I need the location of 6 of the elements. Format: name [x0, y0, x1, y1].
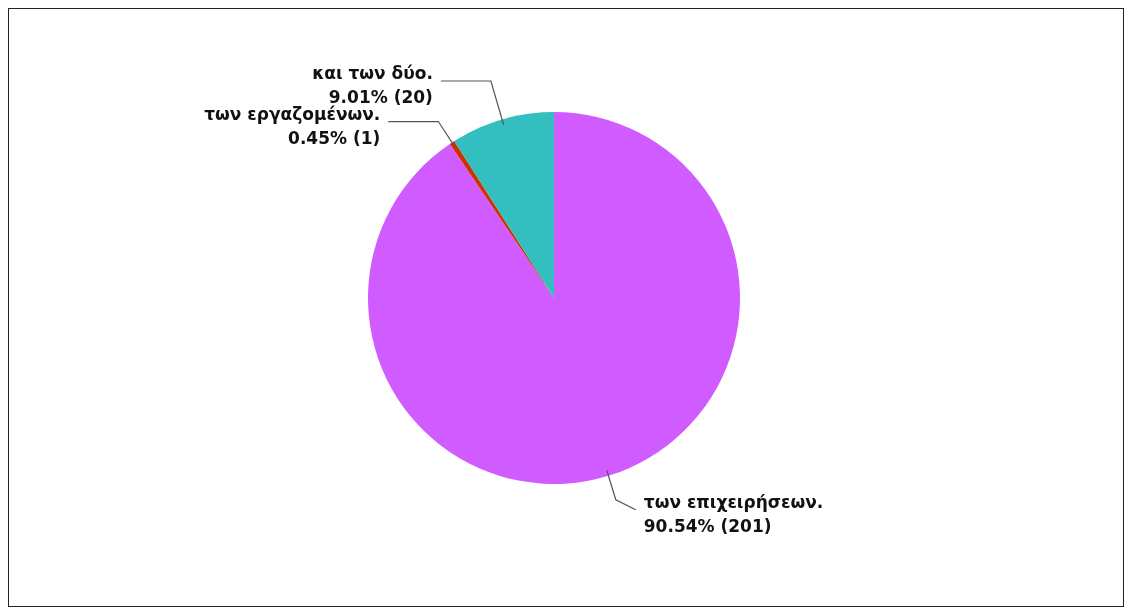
slice-label: και των δύο.: [312, 62, 433, 83]
slice-label: των επιχειρήσεων.: [643, 491, 824, 512]
data-label: 90.54% (201): [643, 515, 772, 536]
pie-slice: [454, 112, 554, 298]
data-label: 0.45% (1): [288, 127, 381, 148]
slice-label: των εργαζομένων.: [204, 103, 381, 124]
